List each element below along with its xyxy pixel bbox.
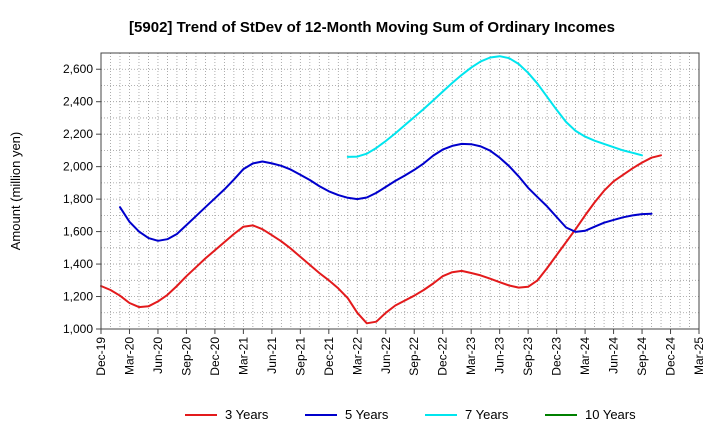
x-tick-label: Jun-21 [265,337,279,374]
x-tick-label: Jun-20 [151,337,165,374]
legend-label-7-years: 7 Years [465,407,509,422]
y-tick-labels: 1,000 1,200 1,400 1,600 1,800 2,000 2,200 2,400… [63,62,101,336]
legend-label-3-years: 3 Years [225,407,269,422]
legend-label-5-years: 5 Years [345,407,389,422]
x-tick-label: Jun-23 [493,337,507,374]
x-tick-label: Jun-22 [379,337,393,374]
y-axis-label: Amount (million yen) [8,132,23,251]
x-tick-label: Sep-23 [521,337,535,376]
y-tick-label: 1,200 [63,290,93,304]
x-tick-label: Dec-19 [94,337,108,376]
x-tick-label: Dec-21 [322,337,336,376]
x-tick-labels: Dec-19 Mar-20 Jun-20 Sep-20 Dec-20 Mar-21 Jun-… [94,329,706,376]
x-tick-label: Mar-21 [236,337,250,375]
x-tick-label: Dec-24 [664,337,678,376]
y-tick-label: 1,400 [63,257,93,271]
y-tick-label: 1,600 [63,225,93,239]
y-tick-label: 2,000 [63,160,93,174]
x-tick-label: Sep-21 [293,337,307,376]
y-tick-label: 1,800 [63,192,93,206]
grid-layer [101,53,699,329]
series-line-5-years [119,142,653,242]
x-tick-label: Sep-20 [179,337,193,376]
x-tick-label: Dec-23 [550,337,564,376]
x-tick-label: Sep-22 [407,337,421,376]
chart-title: [5902] Trend of StDev of 12-Month Moving… [129,19,615,36]
x-tick-label: Mar-20 [122,337,136,375]
y-tick-label: 2,400 [63,95,93,109]
series-line-7-years [346,55,643,158]
y-tick-label: 2,200 [63,127,93,141]
series-line-3-years [100,154,662,325]
x-tick-label: Sep-24 [635,337,649,376]
legend: 3 Years 5 Years 7 Years 10 Years [185,407,636,422]
legend-label-10-years: 10 Years [585,407,636,422]
series-layer [100,55,662,325]
plot-frame [100,52,700,330]
x-tick-label: Mar-25 [692,337,706,375]
x-tick-label: Dec-22 [436,337,450,376]
x-tick-label: Jun-24 [607,337,621,374]
y-tick-label: 1,000 [63,322,93,336]
x-tick-label: Mar-22 [350,337,364,375]
x-tick-label: Mar-23 [464,337,478,375]
x-tick-label: Mar-24 [578,337,592,375]
x-tick-label: Dec-20 [208,337,222,376]
y-tick-label: 2,600 [63,62,93,76]
